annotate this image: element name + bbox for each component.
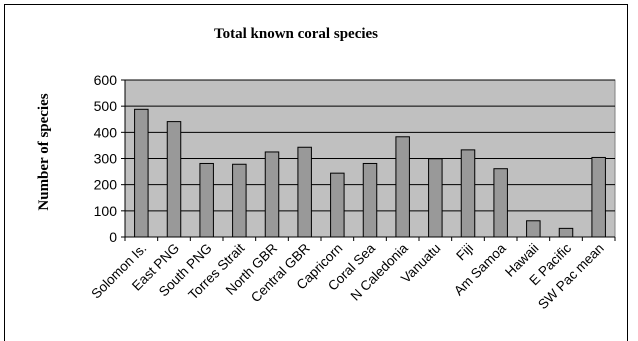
bar	[135, 109, 149, 237]
y-tick-label: 500	[94, 98, 118, 114]
bar	[265, 152, 279, 237]
y-tick-label: 200	[94, 177, 118, 193]
y-tick-label: 100	[94, 203, 118, 219]
bar	[396, 137, 410, 237]
bar	[429, 159, 443, 237]
y-tick-label: 400	[94, 124, 118, 140]
bar	[331, 173, 345, 237]
bar	[592, 157, 606, 237]
bar	[167, 122, 181, 237]
y-tick-label: 600	[94, 72, 118, 88]
bar	[494, 169, 508, 237]
y-axis-label: Number of species	[36, 93, 52, 210]
bar	[298, 147, 312, 237]
bar	[461, 150, 475, 237]
y-tick-label: 0	[109, 229, 117, 245]
bar	[527, 221, 541, 237]
x-tick-label: Fiji	[453, 241, 476, 264]
chart-title: Total known coral species	[214, 26, 378, 42]
y-tick-label: 300	[94, 151, 118, 167]
y-axis-ticks: 0 100 200 300 400 500 600	[94, 72, 125, 245]
bar	[233, 164, 247, 237]
bar	[559, 228, 573, 237]
bar	[363, 163, 377, 237]
bar	[200, 163, 214, 237]
